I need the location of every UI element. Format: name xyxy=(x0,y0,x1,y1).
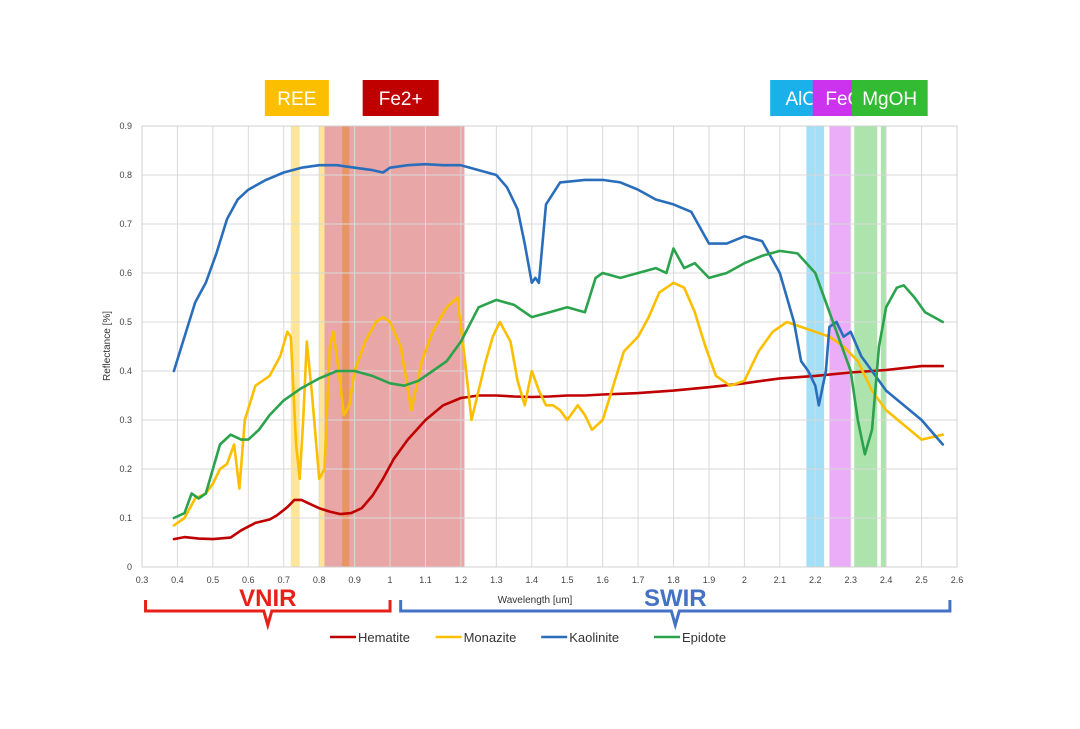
x-tick-label: 2.2 xyxy=(809,575,822,585)
x-tick-label: 2.4 xyxy=(880,575,893,585)
badge-ree xyxy=(264,80,329,116)
x-tick-label: 1.1 xyxy=(419,575,432,585)
y-tick-label: 0.1 xyxy=(119,513,132,523)
x-tick-label: 1.5 xyxy=(561,575,574,585)
x-tick-label: 1.9 xyxy=(703,575,716,585)
region-label-swir: SWIR xyxy=(644,585,707,612)
band-mgoh-1 xyxy=(880,126,887,567)
bracket-swir xyxy=(399,600,952,631)
series-line-epidote xyxy=(172,247,945,520)
spectral-regions: VNIR SWIR xyxy=(144,585,952,631)
series-line-kaolinite xyxy=(172,162,945,446)
x-tick-label: 1.4 xyxy=(526,575,539,585)
legend-label-epidote: Epidote xyxy=(682,630,726,645)
y-tick-label: 0.4 xyxy=(119,366,132,376)
legend-label-monazite: Monazite xyxy=(464,630,517,645)
x-tick-label: 0.4 xyxy=(171,575,184,585)
band-ree-0 xyxy=(290,126,300,567)
x-tick-label: 2.5 xyxy=(915,575,928,585)
y-tick-label: 0 xyxy=(127,562,132,572)
bracket-vnir xyxy=(144,600,392,631)
series-lines xyxy=(172,162,945,541)
badge-label-ree: REE xyxy=(277,89,316,110)
x-axis-title: Wavelength [um] xyxy=(498,595,573,606)
chart-legend: Hematite Monazite Kaolinite Epidote xyxy=(330,630,726,645)
x-tick-label: 2.6 xyxy=(951,575,964,585)
y-tick-label: 0.5 xyxy=(119,317,132,327)
x-tick-label: 0.9 xyxy=(348,575,361,585)
legend-label-kaolinite: Kaolinite xyxy=(569,630,619,645)
x-tick-label: 2 xyxy=(742,575,747,585)
absorption-bands xyxy=(290,126,887,567)
plot-border xyxy=(141,125,958,568)
y-tick-label: 0.6 xyxy=(119,268,132,278)
x-tick-label: 2.1 xyxy=(774,575,787,585)
x-tick-label: 1.3 xyxy=(490,575,503,585)
y-tick-label: 0.3 xyxy=(119,415,132,425)
x-tick-label: 1.6 xyxy=(596,575,609,585)
badge-label-mgoh: MgOH xyxy=(862,89,917,110)
badge-mgoh xyxy=(851,80,928,116)
x-tick-label: 2.3 xyxy=(844,575,857,585)
x-tick-label: 1.8 xyxy=(667,575,680,585)
region-label-vnir: VNIR xyxy=(239,585,296,612)
badge-fe2 xyxy=(362,80,439,116)
x-tick-label: 1.2 xyxy=(455,575,468,585)
badge-label-fe2: Fe2+ xyxy=(379,89,423,110)
band-feoh-0 xyxy=(829,126,851,567)
x-tick-label: 0.5 xyxy=(207,575,220,585)
series-line-monazite xyxy=(172,281,945,527)
x-tick-label: 0.3 xyxy=(136,575,149,585)
y-tick-label: 0.2 xyxy=(119,464,132,474)
x-tick-label: 0.8 xyxy=(313,575,326,585)
band-ree-2 xyxy=(342,126,350,567)
band-ree-1 xyxy=(319,126,325,567)
band-mgoh-0 xyxy=(854,126,878,567)
y-tick-label: 0.7 xyxy=(119,219,132,229)
y-axis-title: Reflectance [%] xyxy=(102,311,113,381)
series-line-hematite xyxy=(172,364,945,541)
x-tick-label: 0.7 xyxy=(277,575,290,585)
x-tick-label: 0.6 xyxy=(242,575,255,585)
x-tick-label: 1.7 xyxy=(632,575,645,585)
legend-label-hematite: Hematite xyxy=(358,630,410,645)
x-tick-label: 1 xyxy=(388,575,393,585)
y-tick-label: 0.9 xyxy=(119,121,132,131)
band-fe2-0 xyxy=(324,126,465,567)
y-tick-label: 0.8 xyxy=(119,170,132,180)
